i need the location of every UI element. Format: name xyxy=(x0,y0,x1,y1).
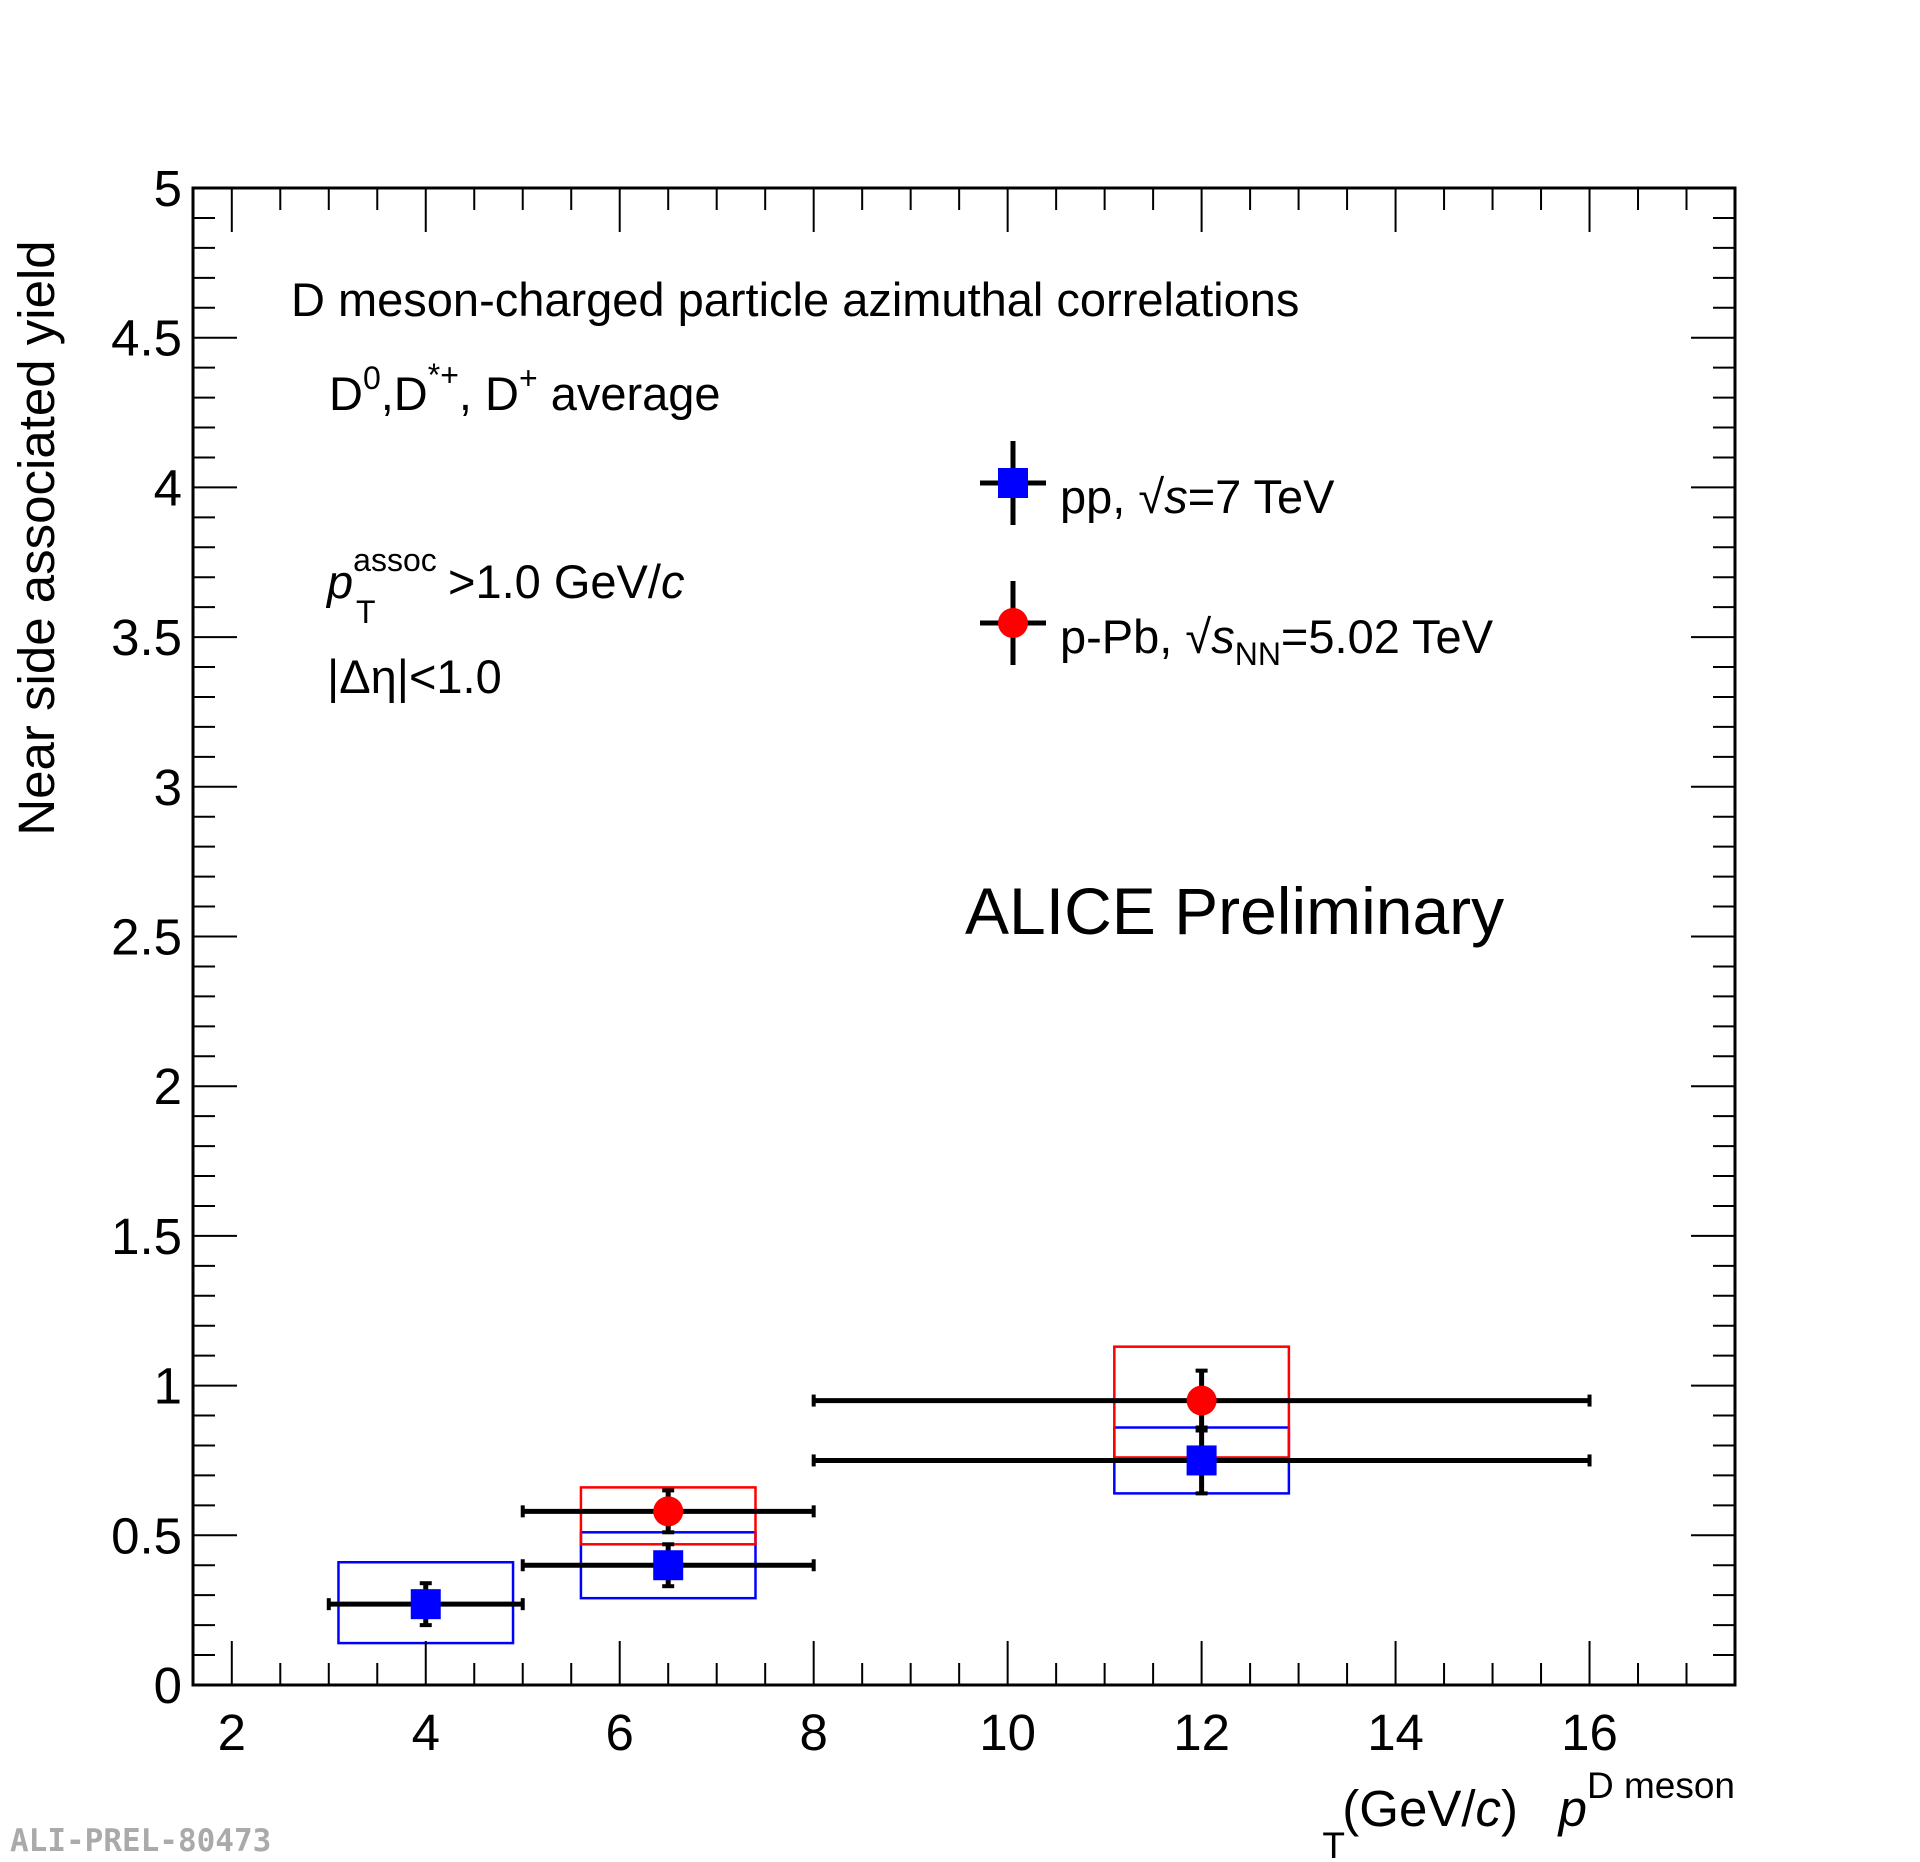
y-tick-label: 3 xyxy=(154,759,182,816)
data-point-ppb xyxy=(1186,1385,1217,1416)
data-point-pp xyxy=(1186,1445,1217,1476)
y-tick-label: 4.5 xyxy=(111,310,182,367)
x-tick-label: 2 xyxy=(218,1704,246,1761)
y-tick-label: 0 xyxy=(154,1657,182,1714)
legend-pp-marker xyxy=(998,468,1028,498)
y-tick-label: 1.5 xyxy=(111,1208,182,1265)
species-label: D0,D*+, D+ average xyxy=(329,357,721,420)
data-point-ppb xyxy=(653,1496,684,1527)
systematic-boxes xyxy=(337,1345,1291,1645)
x-tick-label: 12 xyxy=(1173,1704,1230,1761)
y-tick-label: 3.5 xyxy=(111,609,182,666)
delta-eta-cut: |Δη|<1.0 xyxy=(327,650,502,703)
plot-frame xyxy=(191,186,1737,1687)
tick-labels: 2 4 6 8 10 12 14 16 0 0.5 1 1.5 2 2.5 3 3.5 4 4.5 5 xyxy=(111,160,1618,1761)
x-tick-label: 6 xyxy=(606,1704,634,1761)
x-tick-label: 14 xyxy=(1367,1704,1424,1761)
y-tick-label: 4 xyxy=(154,459,182,516)
x-tick-label: 4 xyxy=(412,1704,440,1761)
alice-preliminary-label: ALICE Preliminary xyxy=(965,874,1504,948)
data-point-pp xyxy=(410,1589,441,1620)
chart-title: D meson-charged particle azimuthal corre… xyxy=(291,273,1299,326)
legend-entry-pp: pp, √s=7 TeV xyxy=(980,441,1335,525)
y-tick-label: 1 xyxy=(154,1358,182,1415)
data-markers xyxy=(410,1385,1217,1620)
data-point-pp xyxy=(653,1550,684,1581)
y-tick-label: 2.5 xyxy=(111,909,182,966)
legend-pp-label: pp, √s=7 TeV xyxy=(1060,470,1335,523)
error-bars xyxy=(326,1368,1592,1628)
legend-ppb-label: p-Pb, √sNN=5.02 TeV xyxy=(1060,610,1494,672)
legend-ppb-marker xyxy=(998,608,1028,638)
legend-entry-ppb: p-Pb, √sNN=5.02 TeV xyxy=(980,581,1494,672)
preliminary-id: ALI-PREL-80473 xyxy=(10,1823,271,1859)
y-tick-label: 0.5 xyxy=(111,1507,182,1564)
x-tick-label: 8 xyxy=(799,1704,827,1761)
y-tick-label: 2 xyxy=(154,1058,182,1115)
axis-ticks xyxy=(193,187,1736,1686)
pt-assoc-cut: passoc T>1.0 GeV/c xyxy=(325,542,684,630)
x-tick-label: 10 xyxy=(979,1704,1036,1761)
y-tick-label: 5 xyxy=(154,160,182,217)
y-axis-title: Near side associated yield xyxy=(8,240,65,835)
x-axis-title: pD meson T (GeV/c) xyxy=(1322,1765,1735,1862)
legend: pp, √s=7 TeV p-Pb, √sNN=5.02 TeV xyxy=(980,441,1494,672)
x-tick-label: 16 xyxy=(1561,1704,1618,1761)
